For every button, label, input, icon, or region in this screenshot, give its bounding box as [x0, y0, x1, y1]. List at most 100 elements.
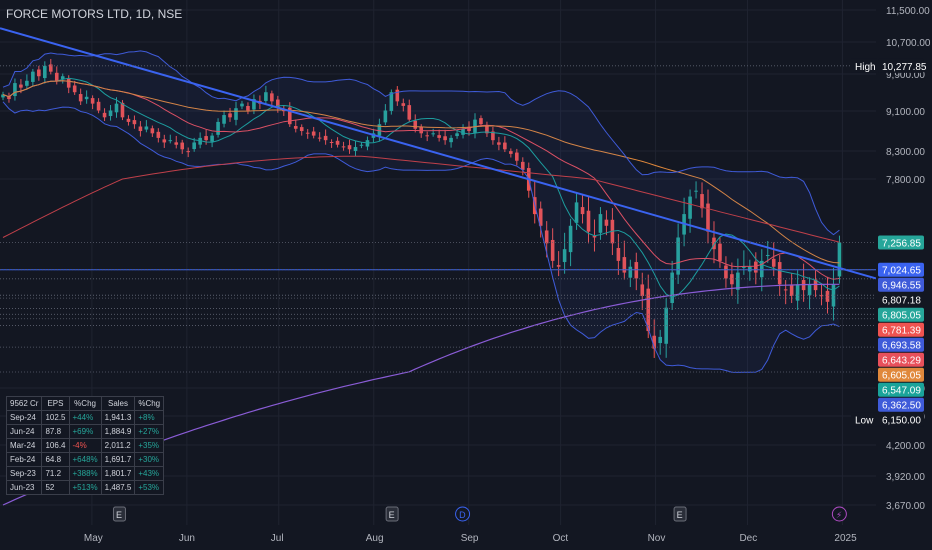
candle-body: [126, 118, 131, 122]
x-tick-label: May: [84, 533, 103, 544]
candle-body: [700, 194, 704, 209]
candle-body: [138, 126, 143, 132]
y-tick-label: 8,300.00: [886, 147, 925, 158]
price-label-box: [878, 397, 924, 412]
candle-body: [228, 113, 232, 118]
candle-body: [718, 243, 722, 261]
candle-body: [413, 120, 418, 129]
candle-body: [43, 65, 47, 79]
bollinger-lower: [2, 101, 840, 373]
price-label: 6,605.05: [882, 371, 921, 382]
candle-body: [19, 84, 23, 88]
y-tick-label: 10,700.00: [886, 38, 931, 49]
financials-cell: Jun-24: [5, 424, 43, 439]
candle-body: [204, 136, 208, 141]
table-row: Sep-24 102.5 +44% 1,941.3 +8%: [5, 410, 165, 425]
candle-body: [311, 131, 316, 136]
candle-body: [174, 142, 179, 145]
event-marker: [831, 506, 847, 522]
candle-body: [210, 135, 214, 142]
candle-body: [598, 214, 603, 233]
financials-cell: +69%: [68, 424, 102, 439]
earnings-marker: [112, 506, 126, 522]
financials-cell: +35%: [134, 438, 165, 453]
candle-body: [604, 219, 609, 226]
candle-body: [658, 336, 663, 344]
candle-body: [706, 203, 710, 232]
candle-body: [640, 284, 645, 296]
table-row: Jun-23 52 +513% 1,487.5 +53%: [5, 480, 165, 495]
candle-body: [676, 237, 680, 275]
financials-cell: 52: [41, 480, 70, 495]
candle-body: [1, 94, 5, 98]
y-tick-label: 4,200.00: [886, 441, 925, 452]
price-label: 10,277.85: [882, 62, 927, 73]
candle-body: [503, 142, 507, 150]
marker-label: E: [677, 510, 683, 520]
candle-body: [819, 295, 824, 297]
candle-body: [102, 112, 107, 118]
ema10-line: [2, 77, 840, 298]
candle-body: [78, 94, 83, 102]
candle-body: [216, 121, 220, 135]
candle-body: [108, 110, 113, 117]
candle-body: [198, 137, 202, 145]
price-label: 7,024.65: [882, 266, 921, 277]
candle-body: [753, 261, 758, 273]
candle-body: [825, 290, 830, 302]
candle-body: [479, 118, 483, 125]
price-label-box: [878, 337, 924, 352]
candle-body: [37, 69, 41, 77]
candle-body: [736, 272, 740, 290]
financials-cell: 106.4: [41, 438, 70, 453]
price-label-box: [878, 235, 924, 250]
long-ma-line: [2, 155, 840, 243]
price-tag-box: [851, 58, 877, 73]
financials-cell: +30%: [134, 452, 165, 467]
x-tick-label: Oct: [553, 533, 569, 544]
financials-header-cell: %Chg: [134, 396, 165, 411]
price-tag-high: High: [855, 62, 876, 73]
price-label: 6,150.00: [882, 416, 921, 427]
financials-cell: +27%: [134, 424, 165, 439]
candle-body: [25, 80, 29, 86]
price-label: 6,946.55: [882, 281, 921, 292]
candle-body: [491, 131, 495, 141]
candle-body: [305, 132, 310, 134]
financials-cell: +43%: [134, 466, 165, 481]
candle-body: [377, 124, 382, 136]
price-label: 6,547.09: [882, 386, 921, 397]
candle-body: [180, 142, 185, 150]
price-label: 6,693.58: [882, 341, 921, 352]
candle-body: [461, 128, 465, 135]
financials-cell: Mar-24: [5, 438, 43, 453]
candle-body: [252, 99, 256, 110]
candle-body: [443, 136, 447, 141]
candle-body: [497, 142, 501, 145]
financials-header-cell: %Chg: [68, 396, 102, 411]
candle-body: [485, 125, 489, 134]
candle-body: [431, 133, 435, 135]
candle-body: [162, 139, 167, 143]
candle-body: [323, 135, 328, 141]
candle-body: [449, 137, 453, 143]
financials-header-cell: EPS: [41, 396, 70, 411]
candle-body: [60, 76, 65, 79]
candle-body: [670, 272, 674, 303]
price-label: 6,362.50: [882, 401, 921, 412]
candle-body: [114, 103, 119, 113]
candle-body: [568, 225, 573, 253]
candle-body: [616, 248, 621, 261]
x-tick-label: Jul: [271, 533, 284, 544]
candle-body: [150, 128, 155, 134]
marker-label: D: [459, 510, 466, 520]
price-label-box: [878, 352, 924, 367]
marker-label: ⚡: [836, 510, 842, 520]
candle-body: [341, 146, 346, 148]
candle-body: [156, 131, 161, 138]
y-tick-label: 9,100.00: [886, 107, 925, 118]
candle-body: [748, 266, 752, 272]
candle-body: [7, 96, 11, 100]
candle-body: [383, 110, 388, 123]
candle-body: [287, 107, 292, 125]
